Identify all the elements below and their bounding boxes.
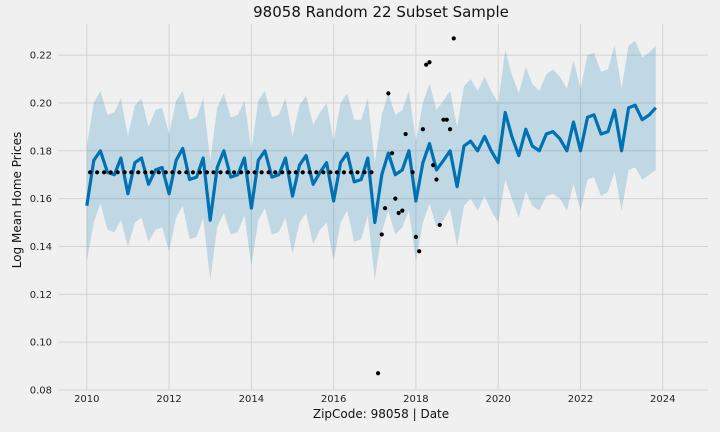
x-tick-label: 2020 <box>485 394 510 405</box>
x-tick-label: 2016 <box>321 394 346 405</box>
observed-point <box>451 36 456 41</box>
chart-title: 98058 Random 22 Subset Sample <box>253 3 509 21</box>
y-tick-label: 0.14 <box>30 242 52 253</box>
observed-point <box>122 170 127 175</box>
observed-point <box>252 170 257 175</box>
observed-point <box>410 170 415 175</box>
observed-point <box>129 170 134 175</box>
x-tick-label: 2018 <box>403 394 428 405</box>
observed-point <box>379 232 384 237</box>
observed-point <box>266 170 271 175</box>
y-tick-label: 0.08 <box>30 386 52 397</box>
observed-point <box>355 170 360 175</box>
observed-point <box>362 170 367 175</box>
grid-lines <box>58 24 708 391</box>
observed-points <box>87 36 456 376</box>
observed-point <box>382 206 388 211</box>
observed-point <box>424 62 429 67</box>
observed-point <box>441 117 446 122</box>
observed-point <box>348 170 354 175</box>
observed-point <box>420 127 426 132</box>
observed-point <box>280 170 285 175</box>
observed-point <box>444 117 449 122</box>
observed-point <box>427 60 432 65</box>
observed-point <box>389 151 395 156</box>
observed-point <box>375 371 381 376</box>
observed-point <box>341 170 347 175</box>
observed-point <box>417 249 422 254</box>
observed-point <box>403 131 408 137</box>
x-tick-label: 2022 <box>568 394 593 405</box>
y-tick-label: 0.20 <box>30 98 52 109</box>
observed-point <box>115 170 120 175</box>
observed-point <box>396 210 401 216</box>
observed-point <box>101 170 107 175</box>
observed-point <box>300 170 305 175</box>
observed-point <box>211 170 216 175</box>
y-tick-label: 0.10 <box>30 338 52 349</box>
observed-point <box>434 177 439 182</box>
observed-point <box>321 170 326 175</box>
y-axis-label: Log Mean Home Prices <box>10 132 24 269</box>
uncertainty-band <box>86 40 656 281</box>
y-tick-label: 0.22 <box>30 51 52 62</box>
y-tick-label: 0.18 <box>30 146 52 157</box>
observed-point <box>447 127 453 132</box>
observed-point <box>307 170 312 175</box>
observed-point <box>170 170 175 175</box>
observed-point <box>190 170 196 175</box>
observed-point <box>386 91 391 96</box>
observed-point <box>245 170 251 175</box>
observed-point <box>156 170 161 175</box>
observed-point <box>149 170 154 175</box>
observed-point <box>437 222 442 228</box>
forecast-line <box>85 103 657 225</box>
observed-point <box>314 170 319 175</box>
observed-point <box>238 170 244 175</box>
observed-point <box>204 170 210 175</box>
observed-point <box>273 170 278 175</box>
observed-point <box>328 170 333 175</box>
observed-point <box>369 170 374 175</box>
y-tick-label: 0.12 <box>30 290 52 301</box>
x-tick-label: 2010 <box>74 394 99 405</box>
observed-point <box>143 170 148 175</box>
observed-point <box>94 170 100 175</box>
observed-point <box>393 196 398 201</box>
observed-point <box>287 170 292 175</box>
observed-point <box>293 170 298 175</box>
observed-point <box>259 170 264 175</box>
x-tick-label: 2014 <box>239 394 264 405</box>
observed-point <box>431 163 436 168</box>
observed-point <box>334 170 340 175</box>
y-tick-label: 0.16 <box>30 194 52 205</box>
observed-point <box>413 234 419 240</box>
observed-point <box>197 170 203 175</box>
y-tick-labels: 0.08 0.10 0.12 0.14 0.16 0.18 0.20 0.22 <box>30 51 52 397</box>
observed-point <box>177 170 182 175</box>
x-axis-label: ZipCode: 98058 | Date <box>313 407 449 421</box>
x-tick-labels: 2010 2012 2014 2016 2018 2020 2022 2024 <box>74 394 675 405</box>
x-tick-label: 2012 <box>156 394 181 405</box>
observed-point <box>87 170 93 175</box>
observed-point <box>231 170 237 175</box>
observed-point <box>218 170 223 175</box>
observed-point <box>163 170 168 175</box>
observed-point <box>225 170 230 175</box>
observed-point <box>108 170 113 175</box>
observed-point <box>136 170 141 175</box>
observed-point <box>184 170 189 175</box>
observed-point <box>400 208 405 213</box>
x-tick-label: 2024 <box>650 394 675 405</box>
